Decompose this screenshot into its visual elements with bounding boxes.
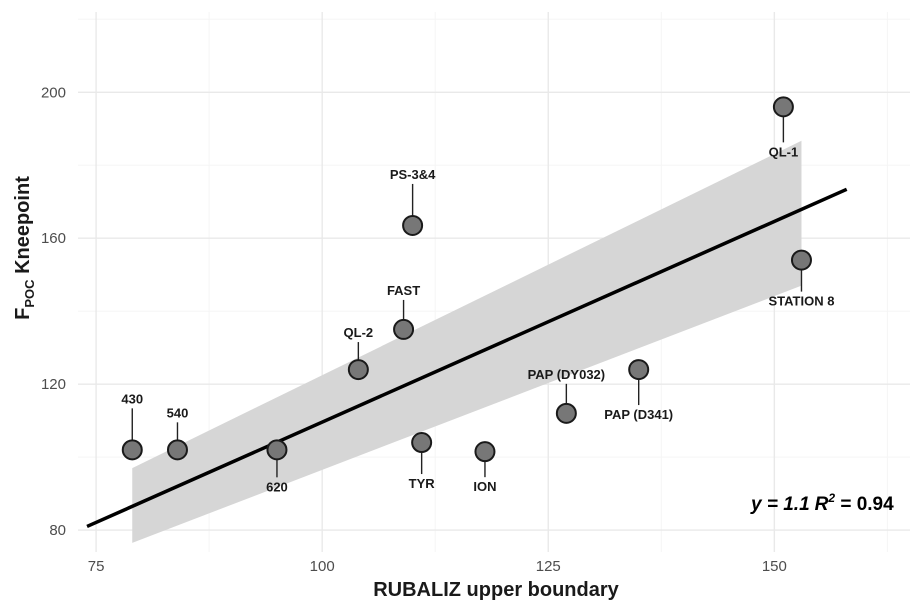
point-fast xyxy=(393,318,415,340)
point-labels: 430 540 620 QL-2 FAST PS-3&4 TYR ION PAP (DY032)… xyxy=(121,116,834,494)
point-540 xyxy=(166,439,188,461)
point-tyr xyxy=(411,432,433,454)
point-ps-3-4 xyxy=(402,214,424,236)
x-tick-label-75: 75 xyxy=(88,558,105,575)
y-axis-title-rest: Kneepoint xyxy=(12,176,34,280)
point-label-620: 620 xyxy=(266,479,288,494)
y-axis-title: FPOC Kneepoint xyxy=(12,176,37,320)
y-tick-label-80: 80 xyxy=(49,522,66,539)
y-tick-label-160: 160 xyxy=(41,230,66,247)
point-label-ps-3-4: PS-3&4 xyxy=(390,167,436,182)
fit-equation-r: R xyxy=(815,494,829,515)
point-label-pap-d341: PAP (D341) xyxy=(604,407,673,422)
x-tick-label-125: 125 xyxy=(536,558,561,575)
x-tick-label-150: 150 xyxy=(762,558,787,575)
point-label-tyr: TYR xyxy=(409,476,436,491)
point-label-fast: FAST xyxy=(387,283,420,298)
y-axis-title-main: F xyxy=(12,308,34,320)
x-axis-title: RUBALIZ upper boundary xyxy=(373,579,619,601)
point-ql-1 xyxy=(772,96,794,118)
point-pap-dy032 xyxy=(555,402,577,424)
fit-equation-value: = 0.94 xyxy=(835,494,894,515)
point-station-8 xyxy=(790,249,812,271)
point-label-ion: ION xyxy=(473,479,496,494)
point-label-station-8: STATION 8 xyxy=(768,294,834,309)
y-axis-title-sub: POC xyxy=(22,279,37,308)
y-tick-label-200: 200 xyxy=(41,84,66,101)
point-ql-2 xyxy=(347,359,369,381)
data-points xyxy=(121,96,812,463)
point-label-ql-2: QL-2 xyxy=(344,325,374,340)
fit-equation-r-exp: 2 xyxy=(827,491,835,505)
point-430 xyxy=(121,439,143,461)
point-pap-d341 xyxy=(628,359,650,381)
point-ion xyxy=(474,441,496,463)
point-620 xyxy=(266,439,288,461)
fit-equation: y = 1.1 R2 = 0.94 xyxy=(750,491,894,515)
point-label-ql-1: QL-1 xyxy=(769,144,799,159)
point-label-540: 540 xyxy=(167,405,189,420)
fit-equation-y: y = 1.1 xyxy=(750,494,810,515)
confidence-band xyxy=(132,140,802,543)
point-label-430: 430 xyxy=(121,391,143,406)
x-tick-label-100: 100 xyxy=(310,558,335,575)
regression-line xyxy=(86,187,848,529)
y-tick-label-120: 120 xyxy=(41,376,66,393)
x-axis-ticks: 75 100 125 150 xyxy=(88,558,787,575)
y-axis-ticks: 80 120 160 200 xyxy=(41,84,66,539)
point-label-pap-dy032: PAP (DY032) xyxy=(528,367,606,382)
